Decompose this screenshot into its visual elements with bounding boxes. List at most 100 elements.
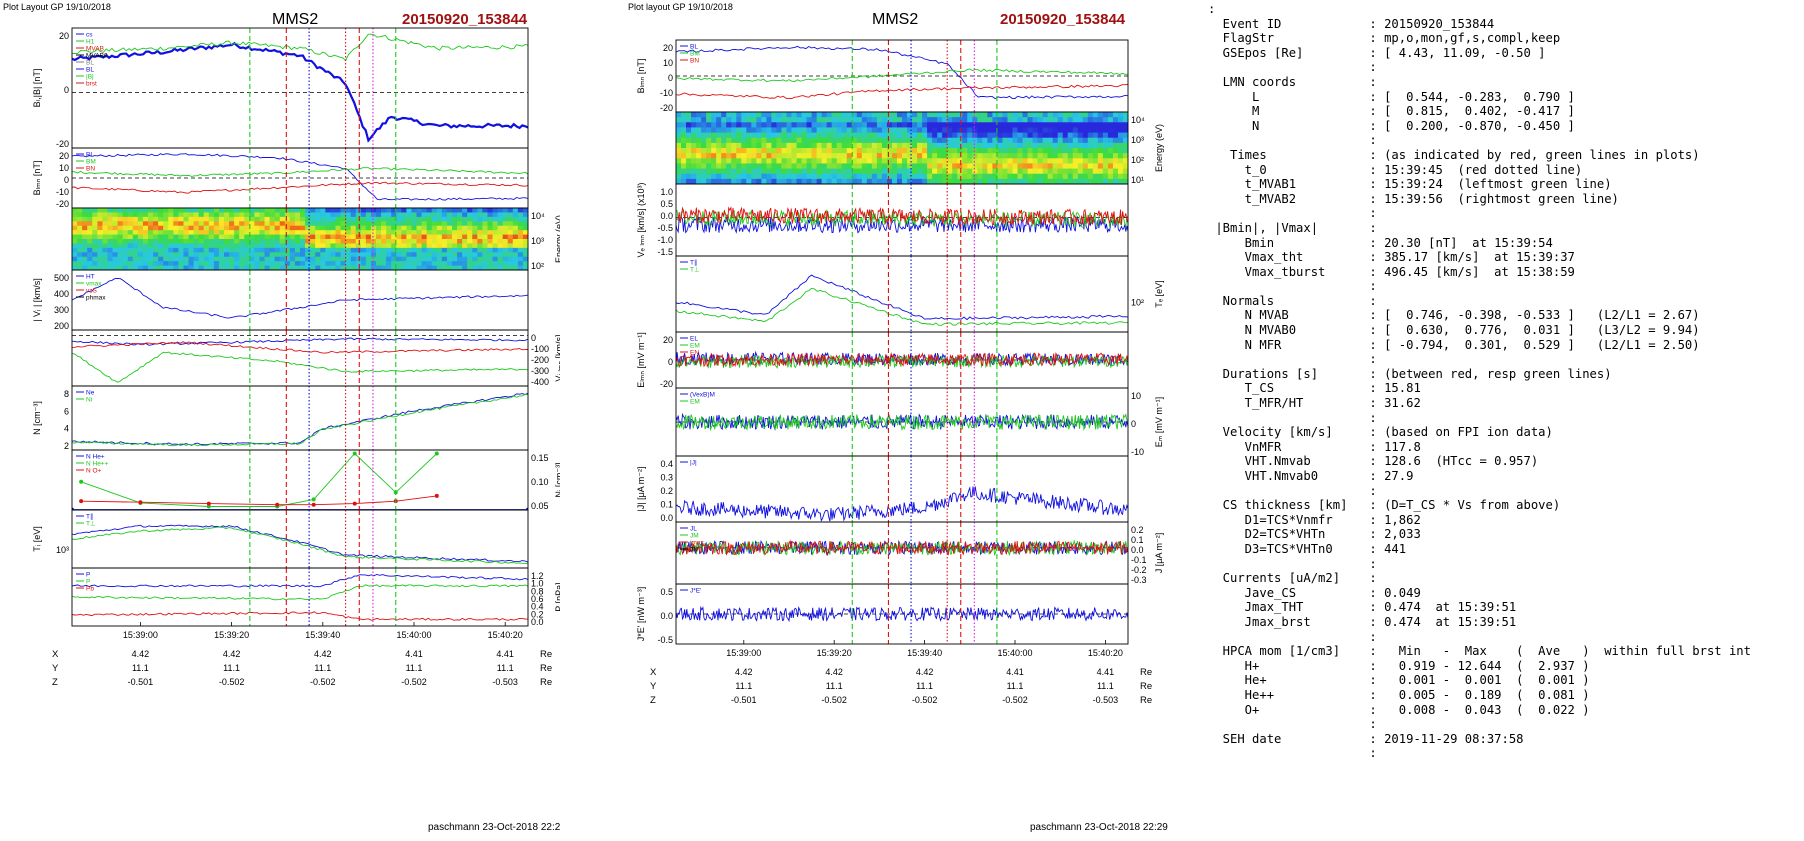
spectrogram-cell [467, 239, 473, 245]
spectrogram-cell [224, 225, 230, 231]
spectrogram-cell [1017, 117, 1024, 123]
spectrogram-cell [325, 247, 331, 253]
spectrogram-cell [132, 212, 139, 218]
spectrogram-cell [861, 127, 868, 134]
spectrogram-cell [701, 132, 707, 139]
spectrogram-cell [701, 137, 707, 144]
spectrogram-cell [1057, 158, 1064, 165]
spectrogram-cell [294, 247, 301, 253]
spectrogram-cell [942, 127, 948, 134]
spectrogram-cell [502, 221, 509, 227]
spectrogram-cell [992, 127, 999, 134]
spectrogram-cell [1107, 173, 1114, 180]
spectrogram-cell [441, 265, 448, 270]
spectrogram-cell [1122, 168, 1128, 175]
spectrogram-cell [401, 216, 407, 222]
spectrogram-cell [746, 178, 752, 184]
spectrogram-cell [1052, 153, 1059, 159]
spectrogram-cell [163, 239, 169, 245]
spectrogram-cell [686, 117, 692, 123]
spectrogram-cell [907, 148, 913, 154]
spectrogram-cell [756, 117, 762, 123]
spectrogram-cell [198, 247, 205, 253]
spectrogram-cell [826, 142, 833, 149]
spectrogram-cell [208, 230, 215, 236]
spectrogram-cell [92, 239, 98, 245]
spectrogram-cell [876, 163, 883, 170]
spectrogram-cell [305, 239, 311, 245]
spectrogram-cell [472, 243, 478, 249]
spectrogram-cell [851, 163, 858, 170]
spectrogram-cell [866, 158, 873, 165]
spectrogram-cell [213, 265, 220, 270]
spectrogram-cell [1112, 122, 1119, 129]
spectrogram-cell [350, 225, 357, 231]
spectrogram-cell [1072, 158, 1079, 165]
spectrogram-cell [264, 225, 271, 231]
spectrogram-cell [512, 256, 519, 262]
spectrogram-cell [279, 230, 286, 236]
spectrogram-cell [142, 221, 149, 227]
series-line [676, 84, 1128, 99]
spectrogram-cell [254, 265, 261, 270]
spectrogram-cell [1097, 178, 1104, 184]
spectrogram-cell [681, 168, 687, 175]
spectrogram-cell [350, 221, 357, 227]
spectrogram-cell [761, 173, 767, 180]
spectrogram-cell [741, 122, 747, 129]
spectrogram-cell [836, 168, 843, 175]
spectrogram-cell [477, 243, 483, 249]
spectrogram-cell [806, 163, 813, 170]
spectrogram-cell [264, 247, 271, 253]
spectrogram-cell [502, 234, 509, 240]
spectrogram-cell [421, 247, 428, 253]
spectrogram-cell [912, 158, 918, 165]
spectrogram-cell [401, 234, 407, 240]
spectrogram-cell [987, 142, 993, 149]
spectrogram-cell [132, 247, 139, 253]
spectrogram-cell [234, 225, 240, 231]
spectrogram-cell [249, 239, 255, 245]
spectrogram-cell [436, 247, 443, 253]
spectrogram-cell [736, 173, 742, 180]
spectrogram-cell [305, 265, 311, 270]
spectrogram-cell [972, 137, 978, 144]
spectrogram-cell [1097, 173, 1104, 180]
spectrogram-cell [315, 261, 321, 267]
spectrogram-cell [345, 208, 352, 214]
spectrogram-cell [1037, 148, 1044, 154]
y-tick-label: 10³ [56, 545, 69, 555]
spectrogram-cell [102, 225, 109, 231]
spectrogram-cell [446, 216, 453, 222]
right-tick-label: -10 [1131, 447, 1144, 457]
spectrogram-cell [821, 158, 828, 165]
spectrogram-cell [766, 132, 773, 139]
spectrogram-cell [340, 261, 347, 267]
spectrogram-cell [335, 221, 342, 227]
spectrogram-cell [107, 234, 114, 240]
spectrogram-cell [851, 168, 858, 175]
spectrogram-cell [82, 239, 88, 245]
event-id-title: 20150920_153844 [402, 11, 528, 28]
spectrogram-cell [512, 234, 519, 240]
time-tick-label: 15:39:40 [305, 630, 340, 640]
spectrogram-cell [294, 230, 301, 236]
right-tick-label: 1.2 [531, 571, 544, 581]
spectrogram-cell [497, 225, 504, 231]
spectrogram-cell [731, 158, 737, 165]
spectrogram-cell [1062, 153, 1069, 159]
spectrogram-cell [686, 178, 692, 184]
position-value: -0.503 [492, 677, 518, 687]
spectrogram-cell [952, 148, 958, 154]
spectrogram-cell [264, 252, 271, 258]
spectrogram-cell [681, 148, 687, 154]
spectrogram-cell [193, 252, 200, 258]
spectrogram-cell [173, 265, 179, 270]
spectrogram-cell [229, 225, 235, 231]
spectrogram-cell [907, 117, 913, 123]
spectrogram-cell [756, 112, 762, 118]
legend-entry: MVAB0 [86, 53, 108, 60]
time-tick-label: 15:39:00 [123, 630, 158, 640]
spectrogram-cell [766, 173, 773, 180]
spectrogram-cell [891, 153, 898, 159]
